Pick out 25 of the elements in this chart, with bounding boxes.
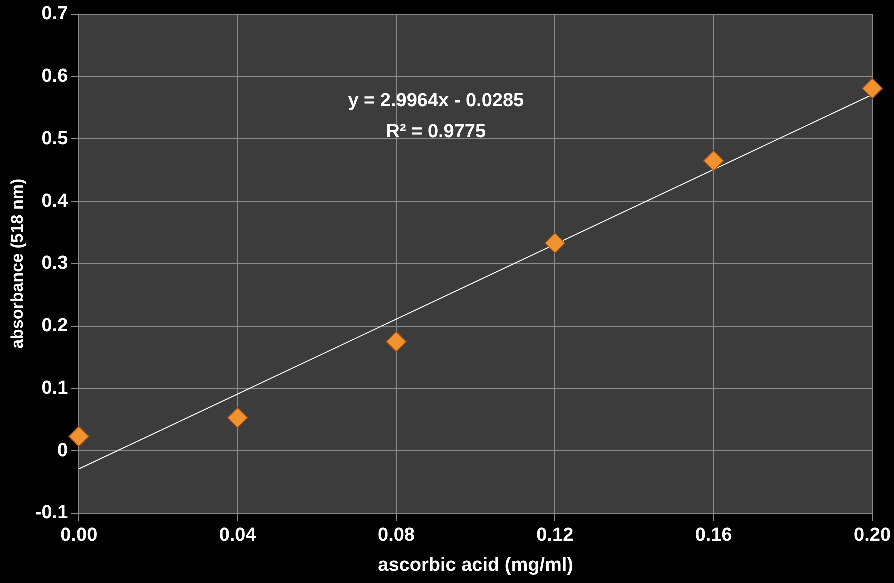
y-tick-label: 0.6	[42, 66, 68, 88]
x-tick-label: 0.16	[695, 525, 732, 546]
y-tick-label: 0.3	[42, 253, 68, 274]
point	[227, 407, 248, 428]
x-tick-label: 0.12	[536, 525, 574, 546]
y-tick-label: 0	[58, 440, 68, 462]
y-tick-label: -0.1	[35, 502, 69, 524]
point	[386, 331, 407, 352]
y-tick-label: 0.4	[42, 190, 69, 212]
x-tick-label: 0.20	[854, 525, 891, 546]
point	[68, 426, 90, 448]
point	[862, 78, 884, 100]
point	[703, 150, 724, 172]
y-tick-label: 0.2	[42, 316, 68, 337]
x-tick-label: 0.08	[378, 525, 415, 546]
y-tick-label: 0.1	[42, 378, 69, 399]
y-tick-label: 0.5	[42, 128, 69, 150]
y-axis-title: absorbance (518 nm)	[8, 178, 27, 349]
y-tick-label: 0.7	[42, 4, 68, 25]
x-tick-label: 0.00	[60, 525, 98, 546]
x-axis-title: ascorbic acid (mg/ml)	[378, 554, 574, 576]
annotation: y = 2.9964x - 0.0285	[348, 90, 525, 112]
annotation: R² = 0.9775	[386, 121, 486, 142]
x-tick-label: 0.04	[219, 525, 257, 546]
point	[544, 232, 566, 254]
